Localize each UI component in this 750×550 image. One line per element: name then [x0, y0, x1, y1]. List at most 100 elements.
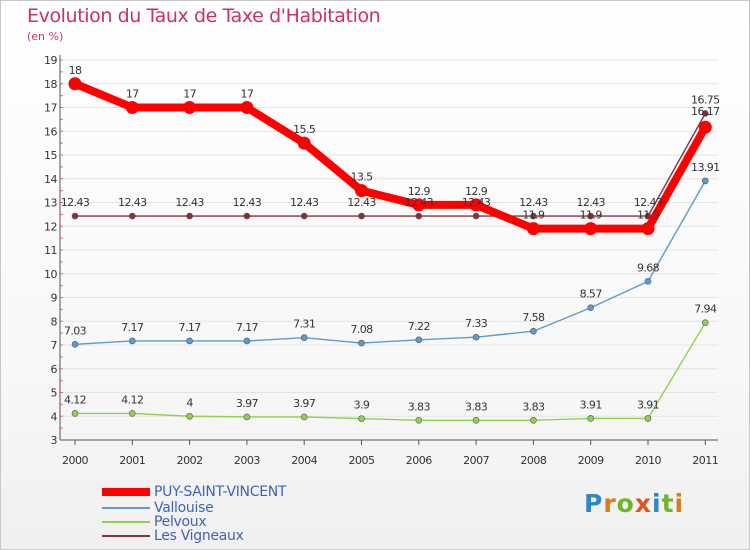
data-label: 4.12	[64, 393, 86, 406]
data-point[interactable]	[300, 334, 308, 341]
data-point[interactable]	[129, 337, 136, 345]
data-point[interactable]	[412, 198, 426, 212]
data-point[interactable]	[358, 212, 365, 220]
data-label: 7.08	[350, 323, 373, 336]
data-point[interactable]	[186, 412, 193, 420]
chart-subtitle: (en %)	[27, 30, 64, 43]
data-point[interactable]	[415, 212, 423, 220]
data-label: 12.43	[61, 196, 90, 209]
grid-lines	[60, 59, 718, 441]
data-label: 12.43	[405, 196, 434, 209]
data-point[interactable]	[698, 120, 712, 134]
data-point[interactable]	[71, 212, 79, 220]
x-tick-label: 2008	[520, 454, 546, 467]
y-tick-label: 13	[44, 197, 57, 210]
y-tick-label: 15	[44, 149, 57, 162]
data-point[interactable]	[358, 415, 365, 422]
data-label: 12.43	[290, 196, 319, 209]
data-point[interactable]	[240, 101, 254, 114]
data-point[interactable]	[530, 327, 537, 335]
legend-label: PUY-SAINT-VINCENT	[154, 484, 287, 500]
data-point[interactable]	[355, 184, 368, 198]
series-lines	[68, 77, 712, 424]
y-tick-label: 4	[51, 410, 58, 423]
legend-label: Les Vigneaux	[154, 528, 244, 544]
y-tick-label: 12	[44, 220, 57, 233]
y-tick-label: 18	[44, 78, 57, 91]
data-point[interactable]	[701, 177, 709, 185]
data-point[interactable]	[129, 410, 136, 417]
data-point[interactable]	[584, 222, 598, 236]
data-point[interactable]	[415, 336, 423, 344]
series-les-vigneaux	[71, 110, 709, 220]
data-label: 3.9	[354, 399, 370, 412]
data-label: 16.75	[691, 93, 720, 106]
data-point[interactable]	[300, 413, 308, 421]
data-point[interactable]	[472, 416, 480, 424]
data-label: 16.17	[691, 105, 720, 118]
data-label: 3.83	[465, 400, 488, 413]
data-point[interactable]	[71, 340, 79, 348]
data-label: 7.17	[236, 321, 259, 334]
series-vallouise	[71, 177, 709, 348]
data-point[interactable]	[530, 416, 537, 424]
data-label: 3.97	[293, 397, 316, 410]
legend-swatch	[102, 488, 150, 496]
y-tick-label: 10	[44, 268, 57, 281]
data-point[interactable]	[243, 212, 251, 220]
data-point[interactable]	[129, 212, 136, 220]
data-point[interactable]	[358, 339, 365, 347]
data-point[interactable]	[644, 278, 652, 285]
data-point[interactable]	[469, 198, 483, 212]
data-label: 11.9	[580, 209, 603, 222]
data-label: 15.5	[293, 123, 316, 136]
data-point[interactable]	[641, 222, 655, 236]
data-point[interactable]	[68, 77, 82, 91]
data-label: 12.43	[462, 196, 491, 209]
data-label: 13.91	[691, 161, 720, 174]
logo-letter: r	[603, 489, 617, 518]
data-label: 3.83	[408, 400, 431, 413]
data-point[interactable]	[701, 319, 709, 326]
data-label: 12.43	[519, 196, 548, 209]
logo-letter: i	[674, 489, 685, 518]
data-point[interactable]	[472, 212, 480, 220]
data-point[interactable]	[243, 413, 251, 421]
data-point[interactable]	[530, 212, 537, 220]
data-point[interactable]	[300, 212, 308, 220]
data-point[interactable]	[186, 337, 193, 345]
legend-item-vallouise[interactable]: Vallouise	[102, 501, 214, 515]
data-point[interactable]	[587, 415, 595, 422]
data-point[interactable]	[183, 101, 197, 114]
y-tick-label: 6	[51, 363, 58, 376]
data-label: 18	[69, 64, 82, 77]
data-point[interactable]	[125, 101, 139, 114]
data-label: 17	[126, 88, 139, 101]
legend-label: Pelvoux	[154, 514, 207, 530]
data-point[interactable]	[71, 410, 79, 417]
data-point[interactable]	[297, 136, 311, 150]
legend-item-puy-saint-vincent[interactable]: PUY-SAINT-VINCENT	[102, 485, 286, 499]
data-point[interactable]	[472, 333, 480, 341]
data-point[interactable]	[186, 212, 193, 220]
data-label: 12.43	[118, 196, 147, 209]
legend-item-pelvoux[interactable]: Pelvoux	[102, 514, 207, 530]
data-label: 3.97	[236, 397, 259, 410]
y-tick-label: 8	[51, 315, 58, 328]
series-line	[74, 180, 706, 345]
data-label: 3.91	[637, 398, 659, 411]
data-label: 7.03	[64, 324, 87, 337]
data-point[interactable]	[587, 304, 595, 312]
data-point[interactable]	[701, 110, 709, 117]
legend-item-les-vigneaux[interactable]: Les Vigneaux	[102, 529, 244, 543]
data-point[interactable]	[587, 212, 595, 220]
data-point[interactable]	[415, 416, 423, 424]
data-point[interactable]	[526, 222, 540, 236]
data-label: 7.31	[293, 318, 315, 331]
data-point[interactable]	[243, 337, 251, 345]
data-label: 8.57	[580, 288, 603, 301]
y-tick-label: 9	[51, 292, 58, 305]
data-point[interactable]	[644, 415, 652, 422]
